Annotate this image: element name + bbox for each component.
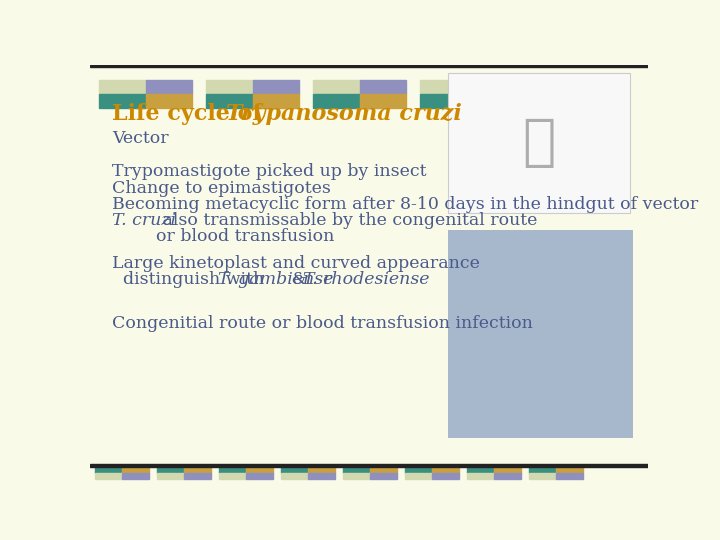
Bar: [307, 467, 335, 473]
Bar: [370, 467, 397, 473]
Bar: [467, 94, 513, 108]
Bar: [253, 94, 300, 108]
Bar: [420, 80, 467, 94]
Bar: [90, 65, 648, 67]
Bar: [184, 467, 211, 473]
Bar: [206, 94, 253, 108]
Bar: [246, 467, 273, 473]
Text: Change to epimastigotes: Change to epimastigotes: [112, 179, 330, 197]
Bar: [145, 80, 192, 94]
Bar: [527, 94, 574, 108]
Bar: [343, 473, 370, 479]
Text: or blood transfusion: or blood transfusion: [112, 228, 334, 245]
Bar: [420, 94, 467, 108]
Bar: [448, 231, 632, 438]
Bar: [432, 473, 459, 479]
Bar: [467, 467, 494, 473]
Bar: [219, 467, 246, 473]
Bar: [99, 94, 145, 108]
Bar: [94, 473, 122, 479]
Bar: [122, 473, 149, 479]
Bar: [313, 94, 360, 108]
Bar: [360, 94, 406, 108]
Bar: [528, 473, 556, 479]
Bar: [556, 473, 583, 479]
Text: distinguish with: distinguish with: [112, 271, 269, 288]
Bar: [313, 80, 360, 94]
Bar: [219, 473, 246, 479]
Bar: [574, 80, 620, 94]
Bar: [307, 473, 335, 479]
Text: Vector: Vector: [112, 130, 168, 147]
Text: T. cruzi: T. cruzi: [112, 212, 176, 229]
Bar: [370, 473, 397, 479]
Bar: [206, 80, 253, 94]
Bar: [253, 80, 300, 94]
Bar: [528, 467, 556, 473]
Bar: [281, 473, 307, 479]
Bar: [467, 80, 513, 94]
Bar: [246, 473, 273, 479]
Text: 🪲: 🪲: [523, 116, 556, 170]
Bar: [405, 473, 432, 479]
Bar: [145, 94, 192, 108]
Bar: [94, 467, 122, 473]
Bar: [556, 467, 583, 473]
Bar: [448, 72, 630, 213]
Text: Becoming metacyclic form after 8-10 days in the hindgut of vector: Becoming metacyclic form after 8-10 days…: [112, 195, 698, 213]
Bar: [184, 473, 211, 479]
Bar: [122, 467, 149, 473]
Text: Trypomastigote picked up by insect: Trypomastigote picked up by insect: [112, 164, 426, 180]
Bar: [343, 467, 370, 473]
Text: Congenitial route or blood transfusion infection: Congenitial route or blood transfusion i…: [112, 315, 533, 332]
Bar: [432, 467, 459, 473]
Text: T. rhodesiense: T. rhodesiense: [302, 271, 429, 288]
Bar: [281, 467, 307, 473]
Text: Large kinetoplast and curved appearance: Large kinetoplast and curved appearance: [112, 255, 480, 272]
Bar: [405, 467, 432, 473]
Bar: [99, 80, 145, 94]
Bar: [467, 473, 494, 479]
Bar: [360, 80, 406, 94]
Bar: [494, 473, 521, 479]
Bar: [527, 80, 574, 94]
Bar: [494, 467, 521, 473]
Text: Trypanosoma cruzi: Trypanosoma cruzi: [226, 103, 462, 125]
Text: T. gambiense: T. gambiense: [218, 271, 334, 288]
Bar: [157, 473, 184, 479]
Text: Life cycle of: Life cycle of: [112, 103, 269, 125]
Text: &: &: [286, 271, 312, 288]
Text: also transmissable by the congenital route: also transmissable by the congenital rou…: [157, 212, 537, 229]
Bar: [574, 94, 620, 108]
Bar: [157, 467, 184, 473]
Bar: [90, 464, 648, 467]
